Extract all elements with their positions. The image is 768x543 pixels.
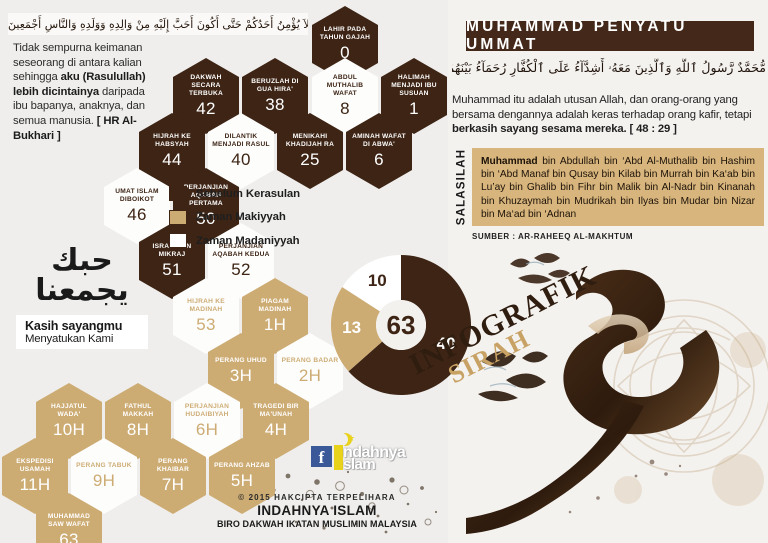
donut-slice xyxy=(331,287,383,372)
quran-ayat-malay: Muhammad itu adalah utusan Allah, dan or… xyxy=(452,94,752,136)
hexagon-value: 1 xyxy=(409,98,419,118)
page-title-text: MUHAMMAD PENYATU UMMAT xyxy=(466,18,688,53)
legend-label-zaman-makiyyah: Zaman Makiyyah xyxy=(196,211,286,223)
legend-label-zaman-madaniyyah: Zaman Madaniyyah xyxy=(196,234,300,247)
hexagon-label: DILANTIK MENJADI RASUL xyxy=(212,133,270,148)
hexagon-label: MENIKAHI KHADIJAH RA xyxy=(285,133,335,148)
legend-swatch-tan xyxy=(169,209,187,225)
quran-ayat-arabic: مُّحَمَّدٌ رَّسُولُ ٱللَّهِ وَٱلَّذِينَ … xyxy=(452,60,766,75)
legend-item-zaman-makiyyah: Zaman Makiyyah xyxy=(169,209,300,225)
donut-slice-label: 40 xyxy=(436,334,456,354)
hexagon-label: HIJRAH KE MADINAH xyxy=(187,298,225,313)
hexagon-label: DAKWAH SECARA TERBUKA xyxy=(189,74,223,97)
slogan-line-2: Menyatukan Kami xyxy=(25,332,114,345)
salasilah-lineage-text: Muhammad bin Abdullah bin ‘Abd Al-Muthal… xyxy=(472,148,764,226)
donut-chart: 63 40 13 10 xyxy=(331,255,471,395)
hexagon-value: 6 xyxy=(374,149,384,169)
hexagon-value: 44 xyxy=(162,149,182,169)
hexagon-label: PERJANJIAN AQABAH PERTAMA xyxy=(183,184,229,207)
hexagon-label: AMINAH WAFAT DI ABWA' xyxy=(352,133,406,148)
hexagon-value: 10H xyxy=(52,419,86,439)
hexagon-value: 2H xyxy=(298,365,322,385)
legend: Sebelum Kerasulan Zaman Makiyyah Zaman M… xyxy=(169,186,300,257)
legend-swatch-white xyxy=(169,233,187,248)
slogan-line-1: Kasih sayangmu xyxy=(25,318,123,333)
hexagon-value: 5H xyxy=(230,470,254,490)
hexagon-label: EKSPEDISI USAMAH xyxy=(16,458,54,473)
salasilah-section: SALASILAH Muhammad bin Abdullah bin ‘Abd… xyxy=(452,148,764,226)
hexagon-label: LAHIR PADA TAHUN GAJAH xyxy=(319,26,371,41)
hexagon-value: 6H xyxy=(195,419,219,439)
arabic-calligraphy-ornament xyxy=(448,230,768,543)
salasilah-label-text: SALASILAH xyxy=(455,148,468,226)
hexagon-value: 4H xyxy=(264,419,288,439)
facebook-icon[interactable]: f xyxy=(311,446,332,467)
hexagon-label: PERANG BADAR xyxy=(281,357,339,365)
hexagon-value: 1H xyxy=(263,314,287,334)
hadith-malay-text: Tidak sempurna keimanan seseorang di ant… xyxy=(13,42,146,142)
hexagon-value: 9H xyxy=(92,470,116,490)
donut-slice xyxy=(342,255,401,312)
hexagon-label: PERANG TABUK xyxy=(76,462,132,470)
donut-slice xyxy=(348,255,471,395)
hexagon-label: PIAGAM MADINAH xyxy=(258,298,292,313)
hexagon-label: PERJANJIAN AQABAH KEDUA xyxy=(212,243,270,258)
hexagon-label: UMAT ISLAM DIBOIKOT xyxy=(115,188,159,203)
hexagon-value: 63 xyxy=(59,529,79,543)
legend-item-sebelum-kerasulan: Sebelum Kerasulan xyxy=(169,186,300,201)
hexagon-label: MUHAMMAD SAW WAFAT xyxy=(47,513,91,528)
dot-pattern-decoration xyxy=(262,460,452,538)
hexagon-value: 51 xyxy=(162,259,182,279)
hexagon-value: 7H xyxy=(161,474,185,494)
copyright-text: © 2015 HAKCIPTA TERPELIHARA xyxy=(238,493,396,502)
hexagon-label: PERJANJIAN HUDAIBIYAH xyxy=(184,403,230,418)
hexagon-label: PERANG UHUD xyxy=(215,357,267,365)
department-name: BIRO DAKWAH IKATAN MUSLIMIN MALAYSIA xyxy=(217,519,417,529)
hexagon-label: PERANG KHAIBAR xyxy=(156,458,190,473)
hexagon-value: 52 xyxy=(231,259,251,279)
slogan-box: Kasih sayangmu Menyatukan Kami xyxy=(16,315,148,349)
donut-slice-label: 10 xyxy=(367,270,387,290)
footer-credits: © 2015 HAKCIPTA TERPELIHARA INDAHNYA ISL… xyxy=(188,492,446,530)
hexagon-value: 11H xyxy=(19,474,51,494)
organization-name: INDAHNYA ISLAM xyxy=(257,503,377,518)
hexagon-value: 8H xyxy=(126,419,150,439)
hexagon-label: ABDUL MUTHALIB WAFAT xyxy=(326,74,364,97)
source-citation: SUMBER : AR-RAHEEQ AL-MAKHTUM xyxy=(472,232,634,241)
logo-bar xyxy=(334,445,343,470)
legend-item-zaman-madaniyyah: Zaman Madaniyyah xyxy=(169,233,300,248)
donut-center-total: 63 xyxy=(376,300,426,350)
logo-word-islam: slam xyxy=(343,456,376,473)
hexagon-label: HIJRAH KE HABSYAH xyxy=(153,133,191,148)
hexagon-value: 25 xyxy=(300,149,320,169)
hexagon-value: 40 xyxy=(231,149,251,169)
donut-slice-label: 13 xyxy=(342,317,362,337)
hexagon-value: 53 xyxy=(196,314,216,334)
hexagon-value: 42 xyxy=(196,98,216,118)
hexagon-label: TRAGEDI BIR MA'UNAH xyxy=(253,403,299,418)
page-title: MUHAMMAD PENYATU UMMAT xyxy=(466,18,754,53)
salasilah-vertical-label: SALASILAH xyxy=(452,148,470,226)
hexagon-label: PERANG AHZAB xyxy=(214,462,270,470)
indahnya-islam-logo: ★ ndahnya slam xyxy=(334,433,412,473)
hadith-arabic-text: لاَ يُؤْمِنُ أَحَدُكُمْ حَتَّى أَكُونَ أ… xyxy=(8,13,308,35)
legend-label-sebelum-kerasulan: Sebelum Kerasulan xyxy=(196,187,301,200)
legend-swatch-brown xyxy=(169,186,187,201)
star-icon: ★ xyxy=(347,433,356,443)
slogan-arabic: حبك يجمعنا xyxy=(35,243,129,308)
hexagon-value: 8 xyxy=(340,98,350,118)
hexagon-label: HALIMAH MENJADI IBU SUSUAN xyxy=(391,74,437,97)
hexagon-value: 3H xyxy=(229,365,253,385)
hexagon-label: HAJJATUL WADA' xyxy=(51,403,87,418)
hexagon-value: 46 xyxy=(127,204,147,224)
hexagon-label: FATHUL MAKKAH xyxy=(122,403,154,418)
hexagon-value: 38 xyxy=(265,94,285,114)
hexagon-value: 50 xyxy=(196,208,216,228)
logo-word-indahnya: ndahnya xyxy=(343,444,406,461)
hexagon-value: 0 xyxy=(340,42,350,62)
hexagon-label: BERUZLAH DI GUA HIRA' xyxy=(251,78,299,93)
